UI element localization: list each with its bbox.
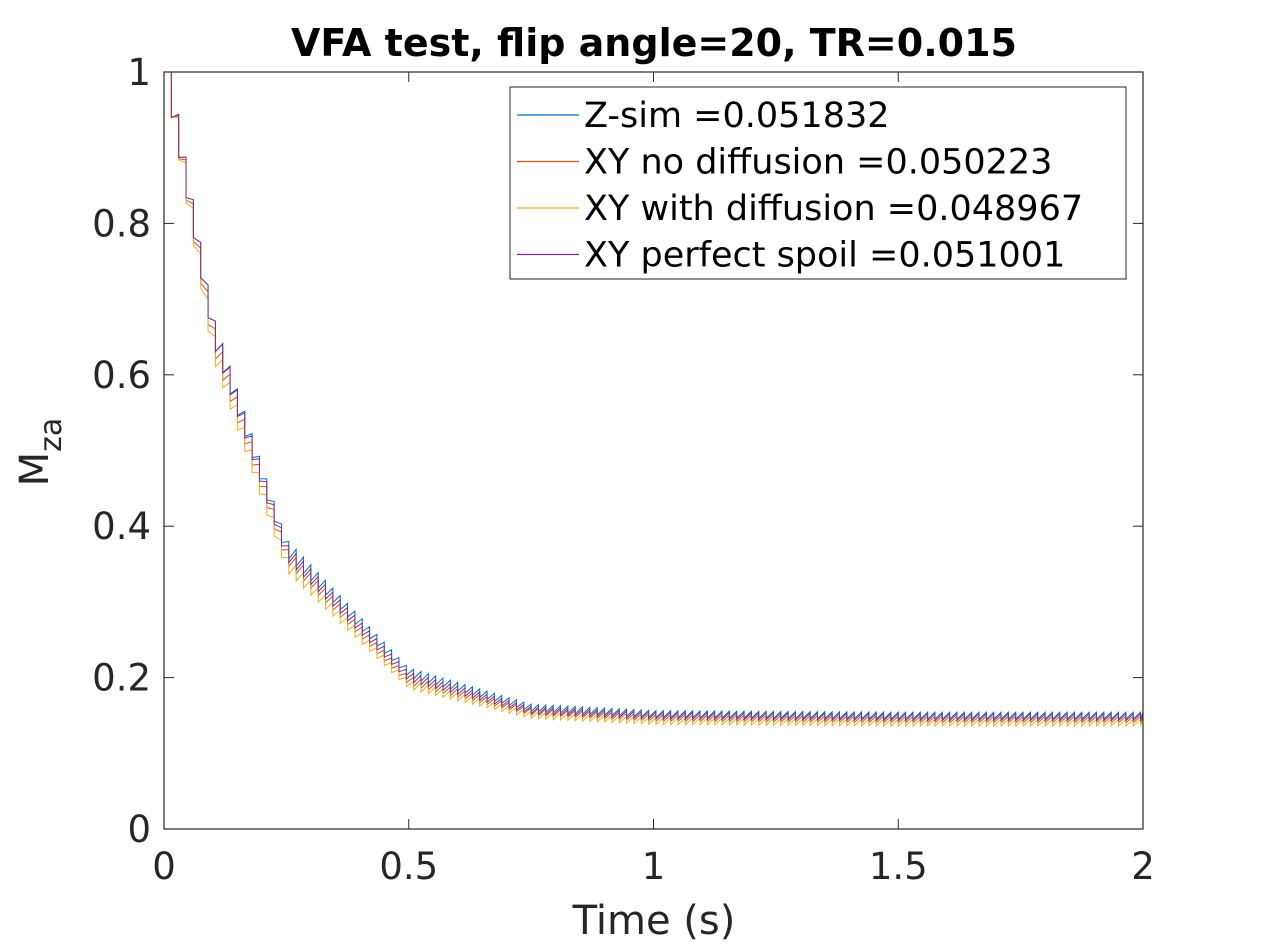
y-tick-label: 1 [127,51,151,94]
legend-entries: Z-sim =0.051832 XY no diffusion =0.050223… [517,96,1083,276]
y-axis-label-text: Mza [12,418,69,487]
x-axis-label: Time (s) [572,898,736,944]
chart-title: VFA test, flip angle=20, TR=0.015 [291,21,1017,65]
y-tick-label: 0 [127,808,151,851]
y-axis-label-main: M [12,452,58,487]
y-tick-label: 0.6 [92,354,151,397]
y-axis-label-subscript: za [34,418,69,452]
x-tick-label: 1.5 [869,845,928,888]
x-tick-label: 2 [1131,845,1155,888]
y-tick-label: 0.8 [92,202,151,245]
y-axis-label: Mza [12,418,69,487]
legend-box [509,86,1127,280]
series-line-4 [164,71,1144,722]
y-tick-label: 0.4 [92,505,151,548]
legend-label-2: XY no diffusion =0.050223 [584,143,1052,183]
x-tick-label: 0 [152,845,176,888]
x-tick-label: 0.5 [379,845,438,888]
series-line-3 [164,71,1144,728]
ticks-layer: 0 0.5 1 1.5 2 0 0.2 0.4 0.6 0.8 1 [92,51,1155,888]
series-layer [164,71,1144,728]
y-tick-label: 0.2 [92,657,151,700]
legend-label-4: XY perfect spoil =0.051001 [584,236,1065,276]
x-tick-label: 1 [642,845,666,888]
legend: Z-sim =0.051832 XY no diffusion =0.050223… [509,86,1127,280]
legend-label-1: Z-sim =0.051832 [584,96,890,136]
legend-label-3: XY with diffusion =0.048967 [584,189,1083,229]
